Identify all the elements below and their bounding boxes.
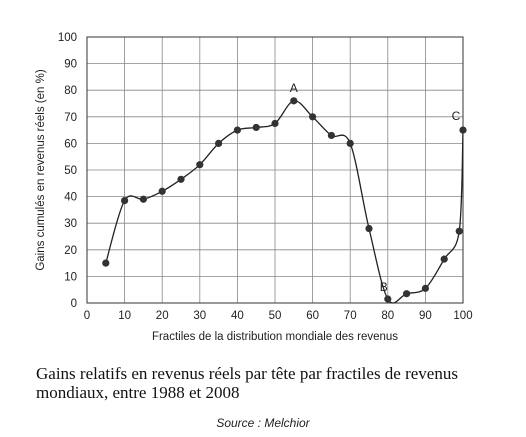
data-point bbox=[327, 131, 335, 140]
y-tick-label: 20 bbox=[64, 245, 77, 257]
y-tick-label: 30 bbox=[64, 218, 77, 230]
chart: 0 10 20 30 40 50 60 70 80 90 100 0 10 20 30 40 50 60 70 80 9… bbox=[35, 32, 473, 343]
data-point bbox=[455, 227, 463, 235]
data-point bbox=[215, 139, 223, 147]
y-tick-label: 100 bbox=[58, 32, 77, 44]
x-tick-label: 70 bbox=[344, 310, 357, 322]
data-point bbox=[196, 161, 204, 169]
y-tick-label: 40 bbox=[64, 192, 77, 204]
x-tick-label: 60 bbox=[306, 310, 319, 322]
data-point bbox=[139, 195, 147, 203]
data-point bbox=[233, 126, 241, 134]
y-tick-label: 70 bbox=[64, 112, 77, 124]
data-point bbox=[121, 196, 129, 205]
annotation-label: C bbox=[452, 109, 461, 123]
x-tick-label: 50 bbox=[269, 310, 282, 322]
series-line bbox=[105, 100, 464, 304]
plot-frame bbox=[86, 36, 464, 304]
y-tick-label: 80 bbox=[64, 85, 77, 97]
data-points bbox=[102, 97, 467, 303]
annotation-label: A bbox=[290, 81, 298, 95]
data-point bbox=[421, 284, 429, 292]
x-tick-label: 100 bbox=[453, 310, 472, 322]
x-tick-label: 20 bbox=[156, 310, 169, 322]
y-tick-label: 50 bbox=[64, 165, 77, 177]
data-point bbox=[403, 290, 411, 298]
y-axis-label: Gains cumulés en revenus réels (en %) bbox=[35, 69, 47, 271]
data-point bbox=[290, 97, 298, 105]
x-tick-label: 10 bbox=[118, 310, 131, 322]
x-tick-label: 30 bbox=[193, 310, 206, 322]
figure-caption: Gains relatifs en revenus réels par tête… bbox=[36, 364, 458, 402]
data-point bbox=[440, 255, 448, 263]
y-tick-label: 90 bbox=[64, 59, 77, 71]
y-tick-label: 60 bbox=[64, 138, 77, 150]
data-point bbox=[365, 224, 373, 233]
data-point bbox=[346, 139, 354, 147]
x-tick-label: 80 bbox=[381, 310, 394, 322]
x-tick-label: 0 bbox=[84, 310, 90, 322]
annotation-label: B bbox=[380, 280, 388, 294]
data-point bbox=[177, 175, 185, 183]
data-point bbox=[384, 295, 392, 303]
x-tick-label: 40 bbox=[231, 310, 244, 322]
data-point bbox=[459, 126, 467, 134]
y-tick-label: 10 bbox=[64, 271, 77, 283]
tick-labels: 0 10 20 30 40 50 60 70 80 90 100 0 10 20 30 40 50 60 70 80 9… bbox=[58, 32, 473, 322]
data-point bbox=[158, 187, 166, 195]
x-axis-label: Fractiles de la distribution mondiale de… bbox=[152, 331, 398, 343]
x-tick-label: 90 bbox=[419, 310, 432, 322]
data-point bbox=[252, 123, 260, 132]
data-point bbox=[309, 113, 317, 121]
source-note: Source : Melchior bbox=[216, 416, 310, 430]
y-tick-label: 0 bbox=[71, 298, 77, 310]
annotations: A B C bbox=[290, 81, 461, 294]
grid bbox=[86, 36, 464, 304]
data-point bbox=[102, 259, 110, 267]
data-point bbox=[271, 119, 279, 128]
